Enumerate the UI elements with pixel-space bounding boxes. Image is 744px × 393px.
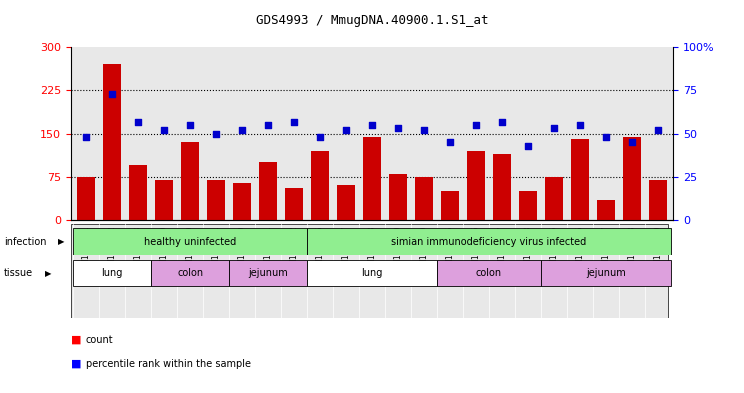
Bar bbox=[311, 151, 329, 220]
Point bbox=[366, 122, 378, 128]
Point bbox=[652, 127, 664, 133]
Bar bbox=[307, 260, 437, 286]
Text: GDS4993 / MmugDNA.40900.1.S1_at: GDS4993 / MmugDNA.40900.1.S1_at bbox=[256, 14, 488, 27]
Text: lung: lung bbox=[101, 268, 123, 278]
Bar bbox=[103, 64, 121, 220]
Bar bbox=[389, 174, 407, 220]
Bar bbox=[73, 260, 151, 286]
Bar bbox=[307, 228, 671, 255]
Bar bbox=[207, 180, 225, 220]
Point bbox=[236, 127, 248, 133]
Text: colon: colon bbox=[476, 268, 502, 278]
Text: GSM1249367: GSM1249367 bbox=[498, 226, 507, 272]
Text: GSM1249365: GSM1249365 bbox=[446, 226, 455, 272]
Point bbox=[392, 125, 404, 132]
Text: ▶: ▶ bbox=[58, 237, 65, 246]
Text: GSM1249386: GSM1249386 bbox=[315, 226, 324, 272]
Bar bbox=[466, 151, 485, 220]
Text: GSM1249392: GSM1249392 bbox=[108, 226, 117, 272]
Text: healthy uninfected: healthy uninfected bbox=[144, 237, 237, 247]
Text: count: count bbox=[86, 335, 113, 345]
Point bbox=[496, 118, 508, 125]
Text: lung: lung bbox=[362, 268, 382, 278]
Text: ■: ■ bbox=[71, 335, 81, 345]
Text: GSM1249378: GSM1249378 bbox=[627, 226, 636, 272]
Bar bbox=[229, 260, 307, 286]
Point bbox=[418, 127, 430, 133]
Text: GSM1249368: GSM1249368 bbox=[523, 226, 533, 272]
Text: colon: colon bbox=[177, 268, 203, 278]
Point bbox=[262, 122, 274, 128]
Bar bbox=[519, 191, 537, 220]
Point bbox=[211, 130, 222, 137]
Text: GSM1249387: GSM1249387 bbox=[341, 226, 350, 272]
Text: GSM1249369: GSM1249369 bbox=[160, 226, 169, 272]
Bar bbox=[437, 260, 541, 286]
Text: ▶: ▶ bbox=[45, 269, 51, 277]
Text: tissue: tissue bbox=[4, 268, 33, 278]
Point bbox=[185, 122, 196, 128]
Bar bbox=[73, 228, 307, 255]
Text: GSM1249371: GSM1249371 bbox=[211, 226, 221, 272]
Point bbox=[626, 139, 638, 145]
Point bbox=[132, 118, 144, 125]
Bar bbox=[233, 183, 251, 220]
Bar bbox=[493, 154, 511, 220]
Bar bbox=[77, 177, 95, 220]
Text: GSM1249380: GSM1249380 bbox=[237, 226, 246, 272]
Bar bbox=[597, 200, 615, 220]
Bar bbox=[363, 136, 381, 220]
Text: GSM1249390: GSM1249390 bbox=[420, 226, 429, 272]
Bar bbox=[285, 188, 303, 220]
Text: percentile rank within the sample: percentile rank within the sample bbox=[86, 358, 251, 369]
Text: ■: ■ bbox=[71, 358, 81, 369]
Text: GSM1249388: GSM1249388 bbox=[368, 226, 376, 272]
Point bbox=[522, 143, 533, 149]
Point bbox=[106, 91, 118, 97]
Bar bbox=[259, 162, 278, 220]
Text: GSM1249377: GSM1249377 bbox=[601, 226, 610, 272]
Point bbox=[444, 139, 456, 145]
Text: GSM1249375: GSM1249375 bbox=[549, 226, 558, 272]
Bar bbox=[649, 180, 667, 220]
Point bbox=[288, 118, 300, 125]
Text: GSM1249382: GSM1249382 bbox=[289, 226, 298, 272]
Bar bbox=[545, 177, 563, 220]
Text: GSM1249393: GSM1249393 bbox=[134, 226, 143, 272]
Point bbox=[470, 122, 482, 128]
Text: GSM1249370: GSM1249370 bbox=[186, 226, 195, 272]
Point bbox=[548, 125, 559, 132]
Bar bbox=[151, 260, 229, 286]
Bar bbox=[129, 165, 147, 220]
Point bbox=[340, 127, 352, 133]
Point bbox=[600, 134, 612, 140]
Bar bbox=[155, 180, 173, 220]
Bar bbox=[337, 185, 355, 220]
Bar bbox=[571, 140, 589, 220]
Text: jejunum: jejunum bbox=[586, 268, 626, 278]
Text: jejunum: jejunum bbox=[248, 268, 288, 278]
Text: GSM1249379: GSM1249379 bbox=[653, 226, 662, 272]
Bar bbox=[181, 142, 199, 220]
Text: GSM1249391: GSM1249391 bbox=[82, 226, 91, 272]
Text: simian immunodeficiency virus infected: simian immunodeficiency virus infected bbox=[391, 237, 586, 247]
Bar bbox=[541, 260, 671, 286]
Point bbox=[314, 134, 326, 140]
Bar bbox=[415, 177, 433, 220]
Text: GSM1249389: GSM1249389 bbox=[394, 226, 403, 272]
Point bbox=[158, 127, 170, 133]
Text: GSM1249366: GSM1249366 bbox=[472, 226, 481, 272]
Point bbox=[80, 134, 92, 140]
Text: GSM1249381: GSM1249381 bbox=[263, 226, 272, 272]
Point bbox=[574, 122, 586, 128]
Bar bbox=[441, 191, 459, 220]
Text: GSM1249376: GSM1249376 bbox=[575, 226, 584, 272]
Text: infection: infection bbox=[4, 237, 46, 247]
Bar bbox=[623, 136, 641, 220]
